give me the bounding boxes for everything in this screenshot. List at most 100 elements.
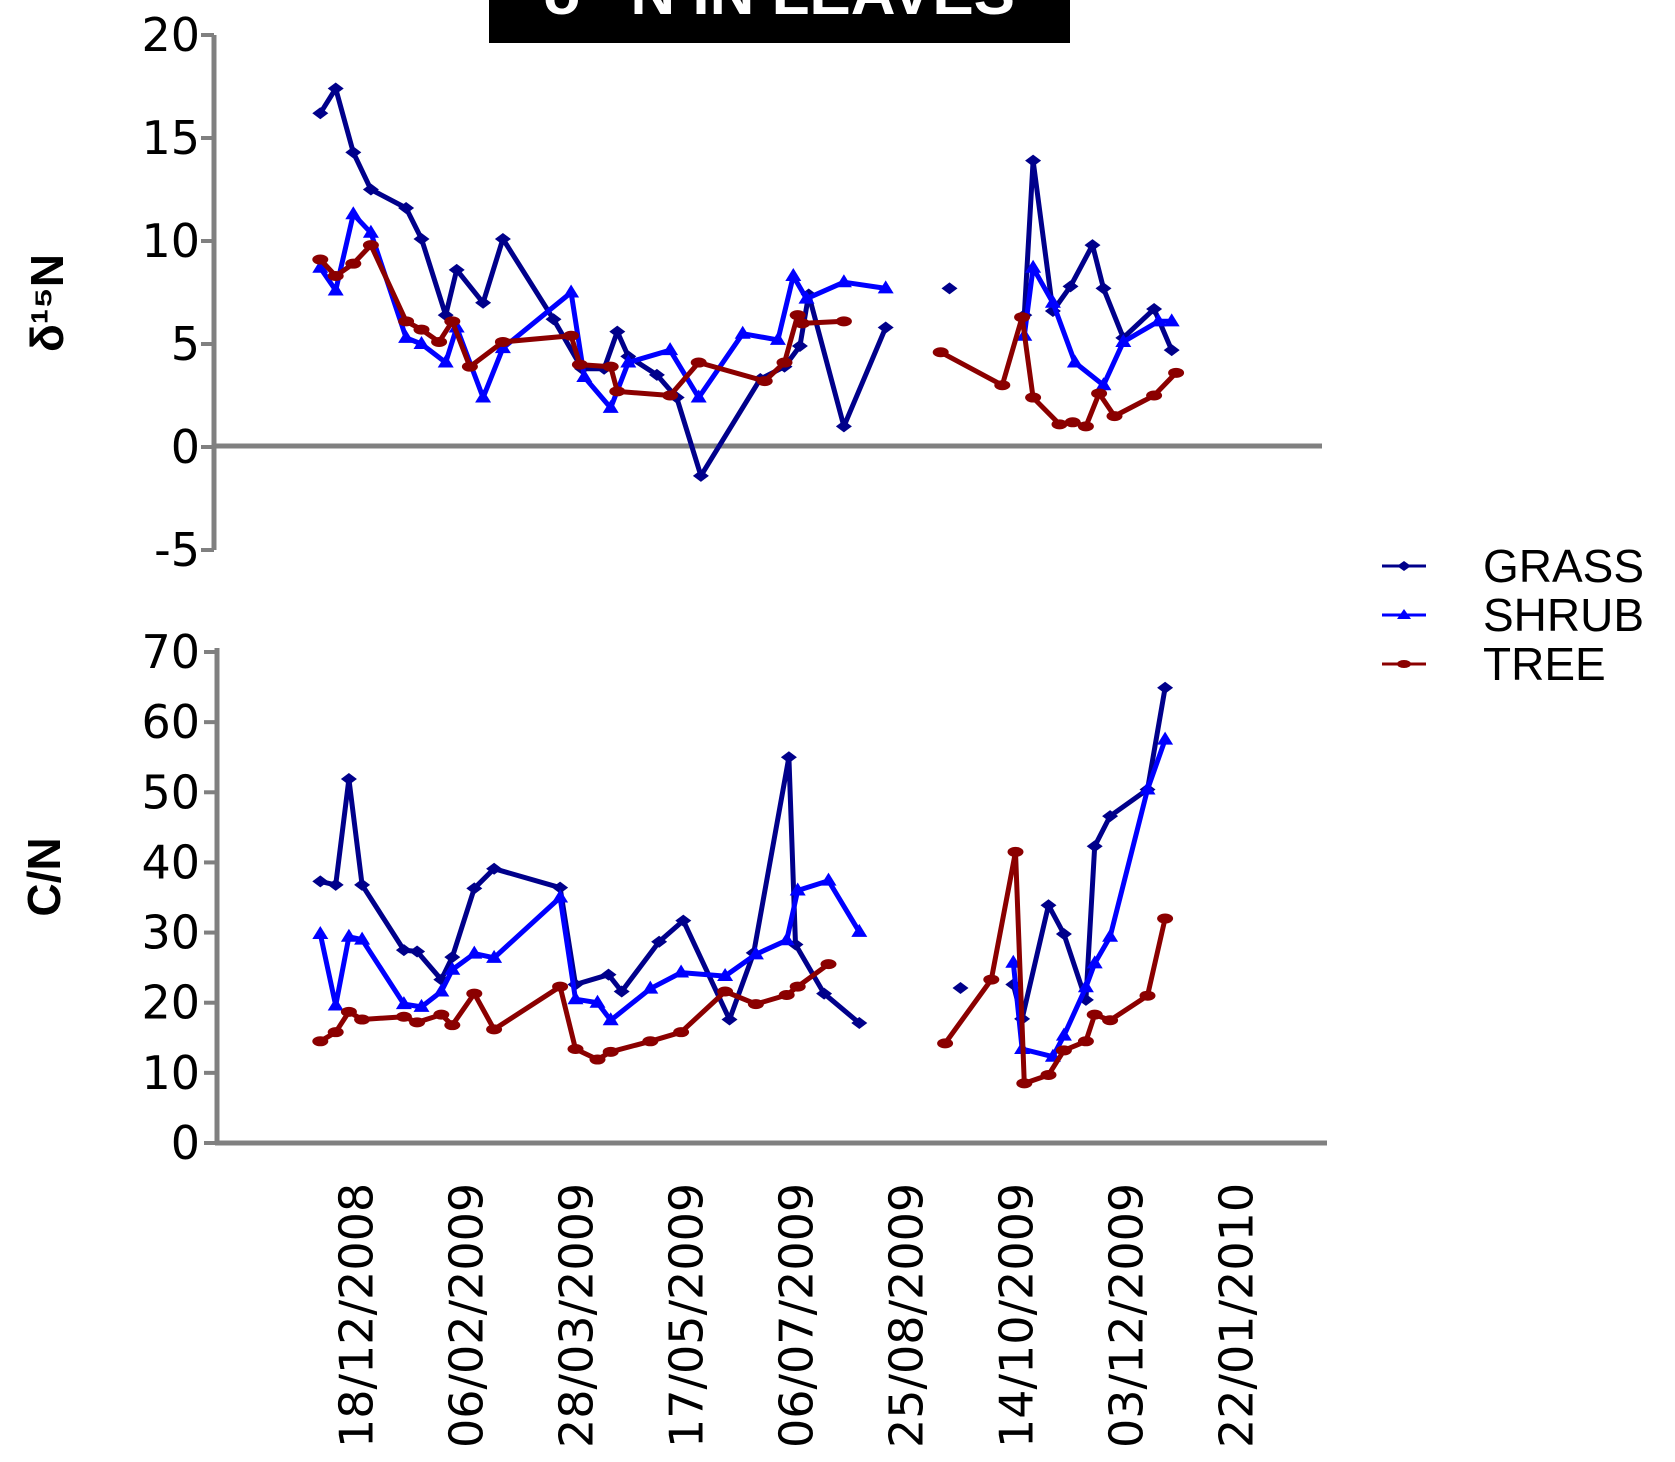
d15n-tree-point: [1014, 312, 1031, 323]
d15n-grass-point: [941, 282, 958, 295]
cn-y-tick-label: 40: [141, 835, 200, 889]
cn-tree-point: [552, 981, 569, 992]
cn-tree-point: [444, 1020, 461, 1031]
cn-shrub-point: [354, 931, 371, 945]
cn-grass-line: [319, 754, 861, 1026]
d15n-shrub-point: [312, 259, 329, 273]
cn-y-axis-label: C/N: [18, 837, 70, 916]
cn-shrub-point: [1055, 1027, 1072, 1041]
cn-shrub-point: [851, 923, 868, 937]
cn-shrub-point: [413, 998, 430, 1012]
cn-tree-point: [789, 981, 806, 992]
d15n-tree-point: [1091, 388, 1108, 399]
x-tick-label: 14/10/2009: [990, 1183, 1044, 1448]
cn-grass-point: [780, 751, 797, 764]
d15n-tree-point: [1146, 390, 1163, 401]
cn-grass-point: [1040, 899, 1057, 912]
legend-shrub-label: SHRUB: [1483, 589, 1644, 641]
d15n-tree-point: [1168, 367, 1185, 378]
cn-shrub-point: [1102, 928, 1119, 942]
cn-tree-point: [354, 1014, 371, 1025]
cn-y-tick-label: 10: [141, 1046, 200, 1100]
d15n-grass-point: [398, 202, 415, 215]
x-tick-label: 03/12/2009: [1100, 1183, 1154, 1448]
cn-y-tick-label: 0: [171, 1116, 200, 1170]
d15n-y-tick-label: 5: [171, 317, 200, 371]
d15n-grass-point: [1146, 302, 1163, 315]
cn-shrub-point: [789, 882, 806, 896]
x-tick-label: 18/12/2008: [330, 1183, 384, 1448]
d15n-y-tick-label: 10: [141, 214, 200, 268]
legend-item-shrub: SHRUB: [1382, 589, 1644, 641]
cn-grass-point: [1102, 810, 1119, 823]
d15n-tree-point: [413, 324, 430, 335]
cn-shrub-point: [312, 925, 329, 939]
cn-shrub-point: [778, 932, 795, 946]
legend: GRASS SHRUB TREE: [1382, 540, 1644, 690]
cn-shrub-point: [327, 997, 344, 1011]
cn-shrub-point: [747, 946, 764, 960]
d15n-tree-point: [1051, 419, 1068, 430]
d15n-tree-point: [789, 310, 806, 321]
cn-grass-point: [600, 968, 617, 981]
cn-series-shrub: [312, 731, 1174, 1062]
cn-y-tick-label: 70: [141, 625, 200, 679]
d15n-shrub-point: [798, 290, 815, 304]
d15n-shrub-point: [475, 389, 492, 403]
cn-grass-point: [613, 985, 630, 998]
x-tick-labels: 18/12/2008 06/02/2009 28/03/2009 17/05/2009…: [330, 1183, 1264, 1448]
cn-tree-point: [466, 988, 483, 999]
cn-tree-point: [433, 1009, 450, 1020]
cn-grass-point: [552, 881, 569, 894]
cn-panel: 70 60 50 40 30 20 10 0 C/N: [18, 625, 1327, 1170]
d15n-shrub-point: [1066, 354, 1083, 368]
d15n-grass-point: [327, 82, 344, 95]
d15n-tree-point: [662, 390, 679, 401]
d15n-grass-point: [1025, 154, 1042, 167]
d15n-grass-point: [1084, 239, 1101, 252]
d15n-shrub-point: [1150, 313, 1167, 327]
cn-tree-point: [327, 1027, 344, 1038]
cn-shrub-point: [433, 983, 450, 997]
d15n-y-tick-label: -5: [154, 523, 200, 577]
d15n-series: [312, 82, 1185, 482]
legend-tree-circle-marker: [1397, 660, 1411, 668]
x-tick-label: 28/03/2009: [550, 1183, 604, 1448]
d15n-tree-point: [1064, 417, 1081, 428]
cn-grass-point: [312, 875, 329, 888]
d15n-grass-point: [312, 107, 329, 120]
cn-grass-point: [1086, 840, 1103, 853]
cn-series-tree: [312, 846, 1174, 1089]
d15n-grass-point: [1062, 280, 1079, 293]
d15n-grass-point: [692, 469, 709, 482]
d15n-tree-point: [794, 318, 811, 329]
legend-grass-diamond-marker: [1397, 561, 1411, 571]
d15n-shrub-point: [662, 342, 679, 356]
d15n-tree-point: [835, 316, 852, 327]
d15n-grass-point: [791, 340, 808, 353]
cn-tree-point: [567, 1044, 584, 1055]
cn-tree-point: [778, 989, 795, 1000]
d15n-y-tick-label: 0: [171, 420, 200, 474]
cn-y-tick-label: 20: [141, 976, 200, 1030]
cn-shrub-line: [1010, 738, 1168, 1060]
d15n-series-tree: [312, 240, 1185, 432]
cn-grass-line: [1010, 687, 1168, 1022]
cn-shrub-point: [444, 961, 461, 975]
legend-tree-label: TREE: [1483, 638, 1606, 690]
cn-grass-point: [816, 987, 833, 1000]
cn-grass-point: [851, 1017, 868, 1030]
title-text: δ¹⁵N IN LEAVES: [543, 0, 1015, 28]
legend-shrub-triangle-marker: [1397, 609, 1411, 619]
cn-tree-point: [1086, 1009, 1103, 1020]
cn-y-tick-label: 50: [141, 765, 200, 819]
cn-shrub-point: [820, 872, 837, 886]
d15n-shrub-point: [1044, 294, 1061, 308]
d15n-grass-point: [609, 325, 626, 338]
d15n-tree-point: [494, 336, 511, 347]
d15n-shrub-point: [576, 368, 593, 382]
cn-tree-point: [409, 1017, 426, 1028]
d15n-shrub-point: [327, 282, 344, 296]
d15n-grass-point: [545, 313, 562, 326]
cn-tree-point: [820, 959, 837, 970]
